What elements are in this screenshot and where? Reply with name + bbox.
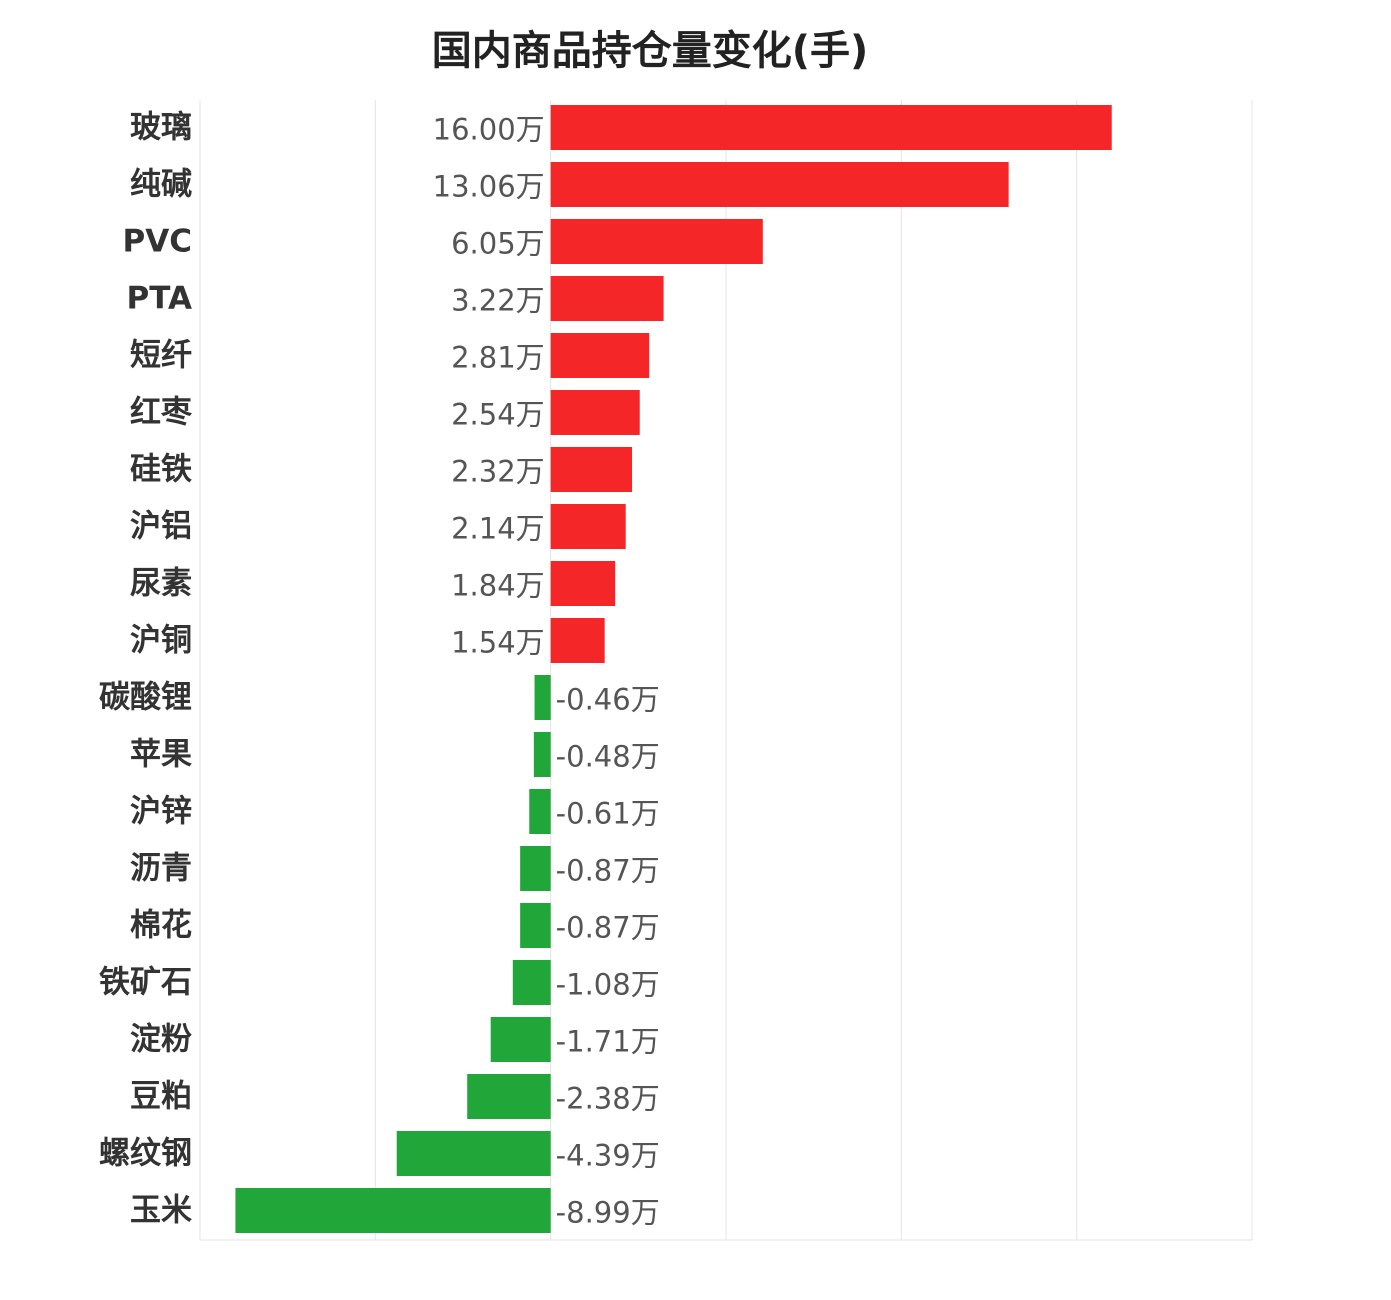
value-label: -2.38万 — [556, 1082, 660, 1116]
category-label: 沪铝 — [130, 509, 192, 545]
category-label: 铁矿石 — [99, 965, 192, 1001]
category-label: 玻璃 — [130, 110, 192, 146]
category-label: 纯碱 — [130, 167, 192, 203]
value-label: 1.84万 — [451, 569, 545, 603]
bar — [550, 504, 626, 549]
bar — [550, 618, 605, 663]
value-label: 13.06万 — [433, 170, 545, 204]
category-label: 沪铜 — [130, 623, 192, 659]
bar — [490, 1017, 551, 1062]
bar — [550, 105, 1112, 150]
bar — [550, 162, 1009, 207]
chart-title: 国内商品持仓量变化(手) — [431, 28, 869, 74]
value-label: 3.22万 — [451, 284, 545, 318]
category-label: 沪锌 — [130, 794, 192, 830]
bar — [467, 1074, 551, 1119]
category-label: PVC — [123, 224, 192, 260]
bar — [534, 675, 551, 720]
category-label: 苹果 — [130, 737, 192, 773]
value-label: -0.61万 — [556, 797, 660, 831]
category-label: 玉米 — [130, 1193, 192, 1229]
value-label: -0.87万 — [556, 911, 660, 945]
value-label: -1.08万 — [556, 968, 660, 1002]
bar — [550, 219, 763, 264]
bar — [550, 390, 640, 435]
bar — [550, 447, 633, 492]
bar — [550, 333, 650, 378]
category-label: 碳酸锂 — [99, 680, 192, 716]
bar — [529, 789, 551, 834]
category-label: 豆粕 — [130, 1079, 192, 1115]
value-label: 2.54万 — [451, 398, 545, 432]
category-label: 螺纹钢 — [99, 1136, 192, 1172]
value-label: -1.71万 — [556, 1025, 660, 1059]
category-label: 棉花 — [130, 908, 192, 944]
category-label: 硅铁 — [130, 452, 192, 488]
value-label: 16.00万 — [433, 113, 545, 147]
value-label: 2.32万 — [451, 455, 545, 489]
category-label: 沥青 — [130, 851, 192, 887]
value-label: -8.99万 — [556, 1196, 660, 1230]
value-label: 6.05万 — [451, 227, 545, 261]
category-label: 红枣 — [130, 395, 193, 431]
bar — [520, 903, 551, 948]
bars — [235, 105, 1112, 1233]
bar — [396, 1131, 551, 1176]
value-label: -0.46万 — [556, 683, 660, 717]
category-label: 尿素 — [130, 566, 192, 602]
bar — [520, 846, 551, 891]
grid-lines — [199, 100, 1253, 1241]
value-label: -4.39万 — [556, 1139, 660, 1173]
value-label: -0.48万 — [556, 740, 660, 774]
value-label: 2.81万 — [451, 341, 545, 375]
bar — [533, 732, 551, 777]
category-label: PTA — [127, 281, 192, 317]
bar — [235, 1188, 551, 1233]
category-label: 短纤 — [130, 338, 192, 374]
bar — [550, 561, 616, 606]
value-label: 2.14万 — [451, 512, 545, 546]
bar — [550, 276, 664, 321]
bar — [512, 960, 551, 1005]
value-label: -0.87万 — [556, 854, 660, 888]
category-label: 淀粉 — [130, 1022, 192, 1058]
value-label: 1.54万 — [451, 626, 545, 660]
